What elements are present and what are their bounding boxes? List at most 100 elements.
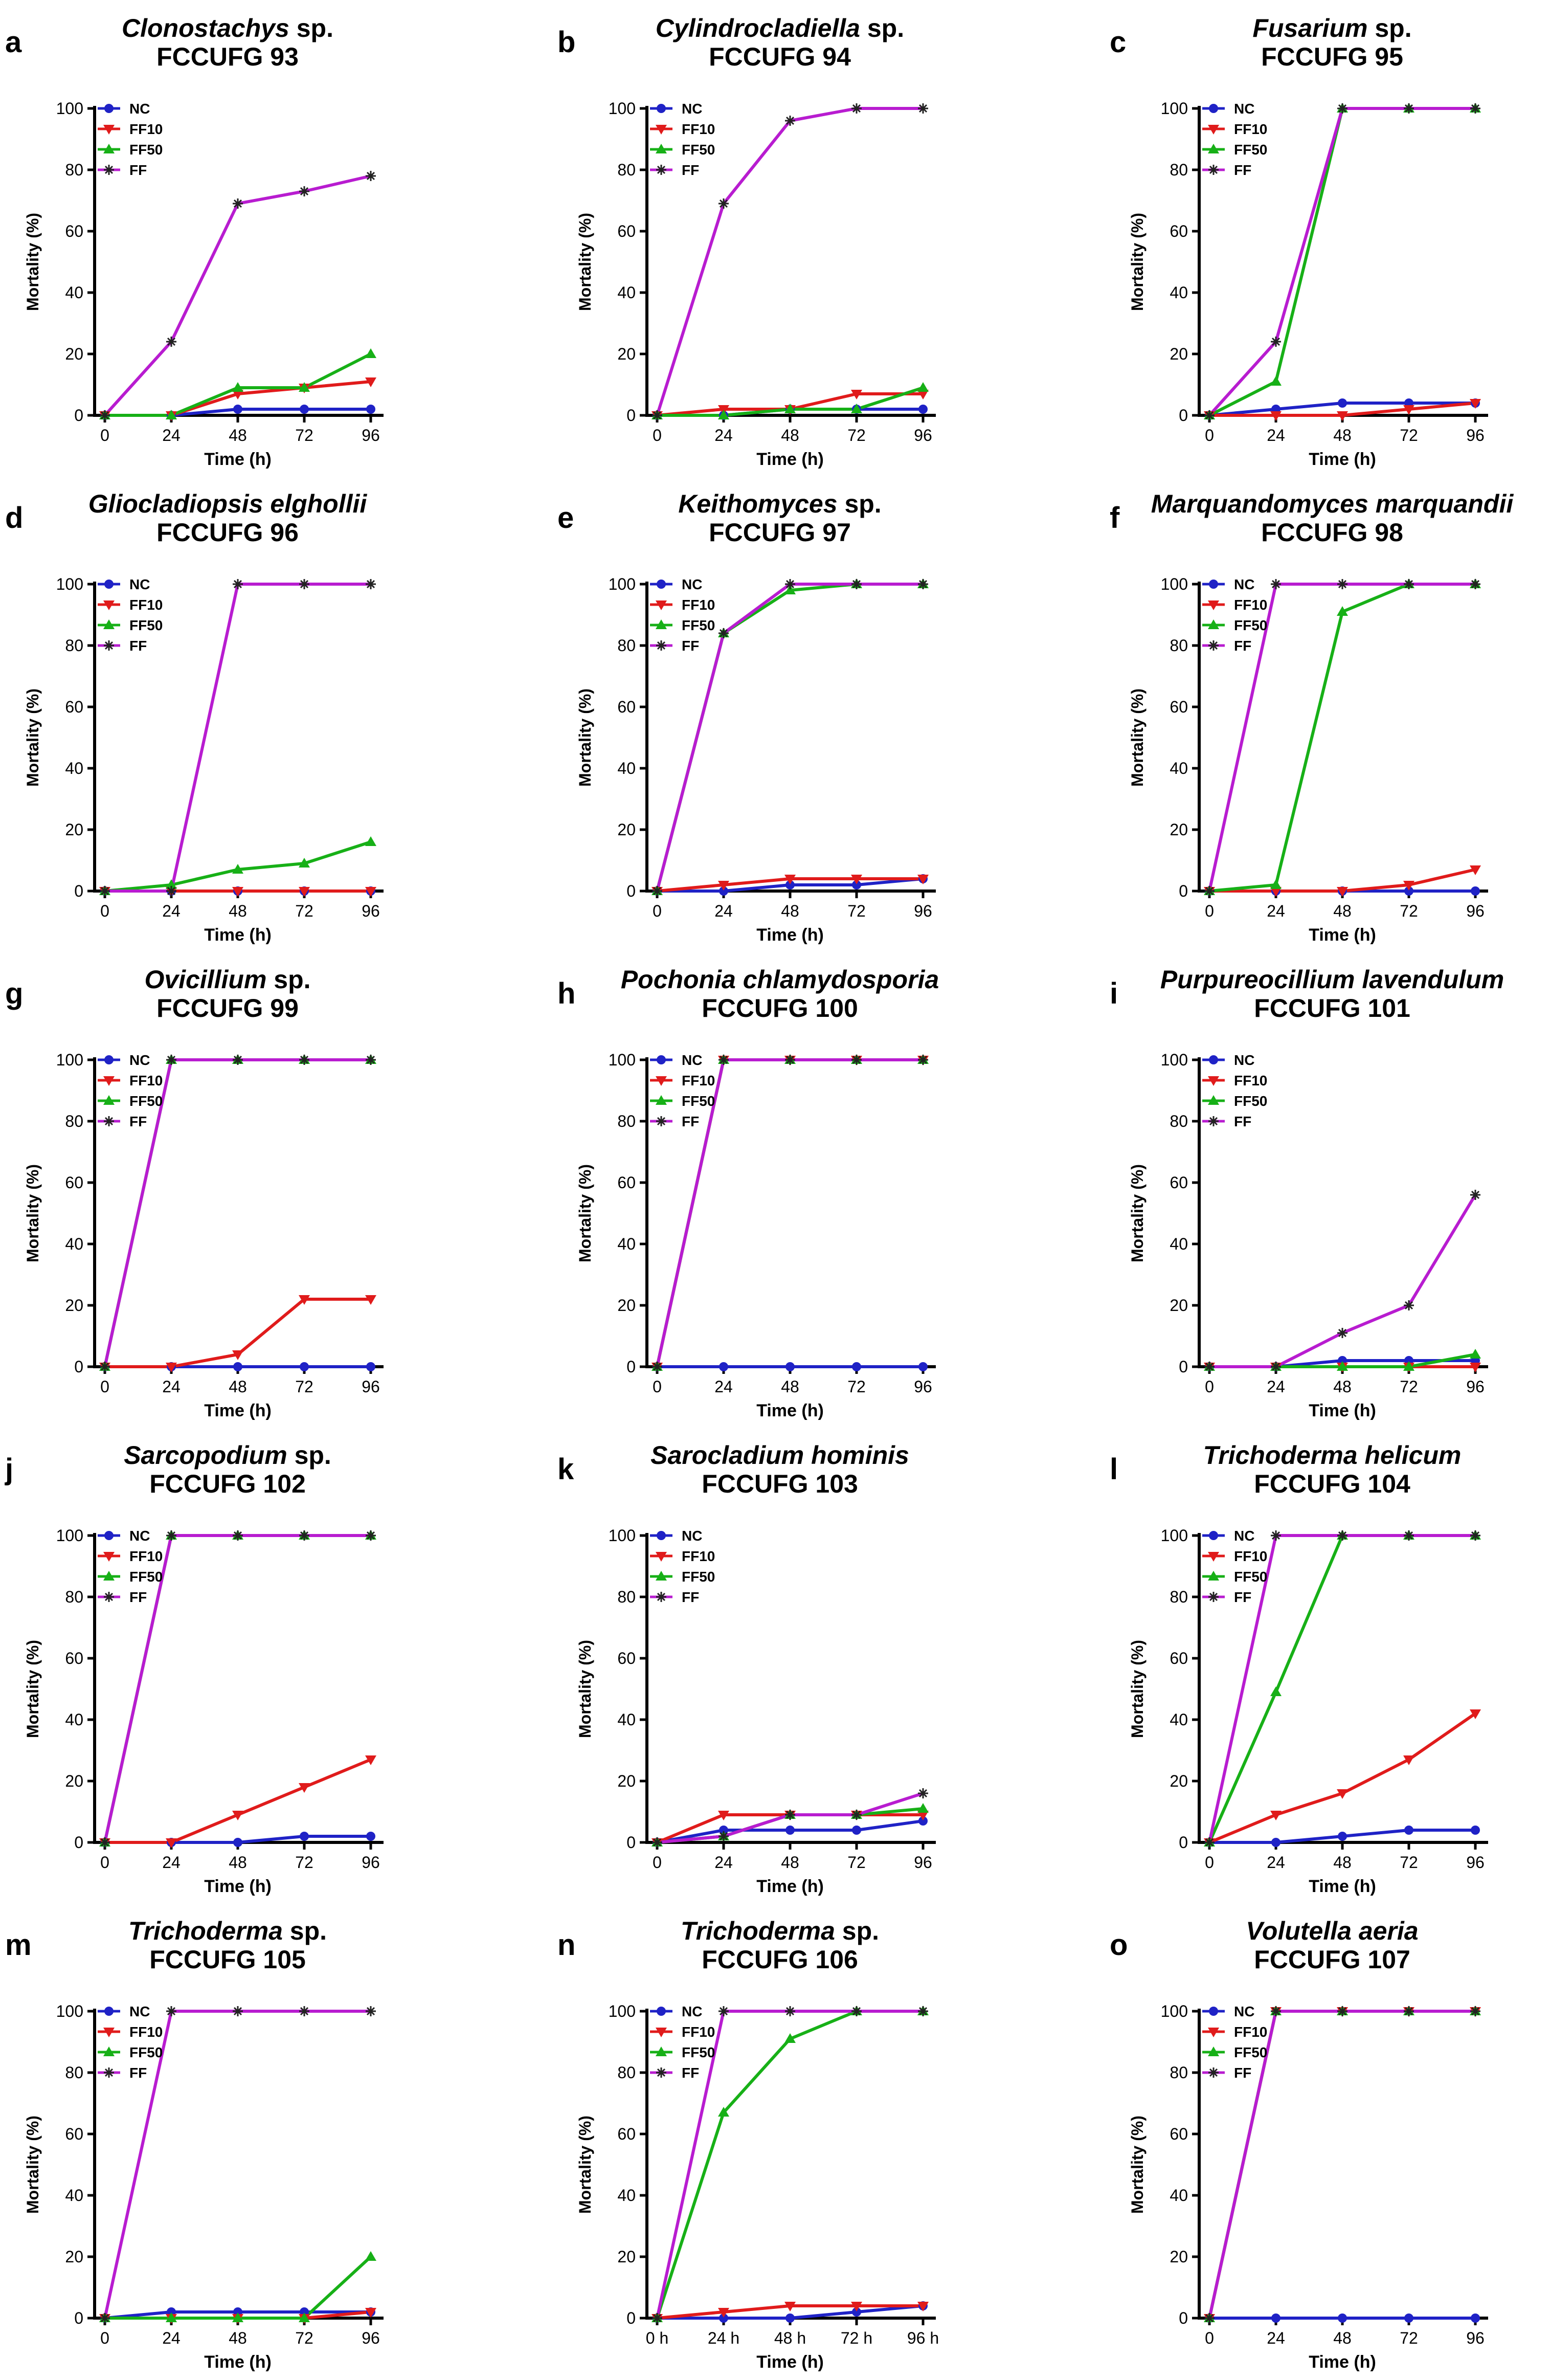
ff-marker — [299, 1055, 309, 1065]
y-tick-label: 80 — [65, 161, 83, 179]
ff-marker — [918, 103, 928, 114]
ff-marker — [233, 198, 243, 209]
ff-marker — [366, 171, 376, 181]
nc-marker — [785, 1362, 795, 1371]
x-tick-label: 0 — [1205, 1853, 1214, 1872]
ff50-marker — [1337, 1361, 1348, 1371]
x-axis-label: Time (h) — [1309, 2352, 1376, 2372]
legend-label: FF10 — [682, 2024, 715, 2040]
ff50-marker — [232, 2312, 243, 2322]
nc-marker — [719, 1362, 728, 1371]
y-tick-label: 80 — [1170, 161, 1188, 179]
ff50-marker — [166, 410, 177, 419]
y-tick-label: 60 — [617, 1649, 636, 1667]
x-tick-label: 24 — [714, 426, 733, 444]
legend: NC FF10 FF50 FF — [650, 1528, 715, 1605]
series-markers-ff — [652, 103, 928, 420]
ff-marker — [918, 1788, 928, 1798]
nc-marker — [657, 2007, 666, 2016]
y-tick-label: 20 — [617, 820, 636, 839]
ff10-marker — [299, 1783, 310, 1793]
y-tick-label: 60 — [65, 698, 83, 716]
nc-marker — [1471, 1826, 1480, 1835]
legend: NC FF10 FF50 FF — [650, 101, 715, 178]
nc-marker — [300, 1832, 309, 1841]
x-tick-label: 96 — [914, 1377, 932, 1396]
y-tick-label: 100 — [1161, 575, 1188, 593]
panel-title: Trichoderma helicum — [1203, 1441, 1462, 1470]
ff10-marker — [656, 1552, 667, 1562]
legend-label: NC — [682, 1052, 702, 1068]
ff-marker — [1271, 1530, 1281, 1541]
legend: NC FF10 FF50 FF — [1202, 576, 1267, 654]
y-tick-label: 100 — [609, 1526, 636, 1545]
ff-marker — [299, 2006, 309, 2016]
y-tick-label: 100 — [609, 2002, 636, 2020]
ff10-marker — [1208, 1552, 1219, 1562]
ff10-marker — [1470, 865, 1481, 875]
panel-a: a Clonostachys sp.FCCUFG 93 0 20 40 60 80 100 0 2… — [5, 14, 384, 469]
ff50-marker — [299, 858, 310, 868]
x-tick-label: 96 — [914, 1853, 932, 1872]
ff50-marker — [1208, 619, 1219, 629]
ff-marker — [1208, 1592, 1219, 1602]
legend-label: NC — [682, 576, 702, 592]
legend: NC FF10 FF50 FF — [650, 2004, 715, 2081]
ff10-marker — [1470, 1363, 1481, 1372]
ff10-marker — [917, 1811, 929, 1820]
y-tick-label: 20 — [1170, 2248, 1188, 2266]
y-tick-label: 20 — [65, 820, 83, 839]
x-tick-label: 48 — [781, 902, 799, 920]
ff-marker — [718, 628, 729, 638]
panel-c: c Fusarium sp.FCCUFG 95 0 20 40 60 80 100 0 24 48 7… — [1110, 14, 1488, 469]
series-markers-ff50 — [99, 2251, 376, 2322]
ff10-marker — [103, 600, 115, 610]
ff-marker — [1337, 2006, 1347, 2016]
ff10-marker — [1470, 399, 1481, 409]
legend-label: FF10 — [682, 597, 715, 613]
ff50-marker — [1208, 2047, 1219, 2056]
y-tick-label: 0 — [74, 882, 83, 900]
ff-marker — [104, 2067, 114, 2078]
y-tick-label: 60 — [617, 1173, 636, 1192]
y-axis-label: Mortality (%) — [576, 213, 594, 311]
ff-marker — [1208, 640, 1219, 651]
y-tick-label: 40 — [1170, 283, 1188, 302]
y-tick-label: 20 — [65, 2248, 83, 2266]
panel-letter: o — [1110, 1928, 1128, 1962]
x-tick-label: 96 — [1466, 426, 1485, 444]
panel-letter: n — [557, 1928, 575, 1962]
ff50-marker — [1270, 1686, 1282, 1696]
ff10-marker — [166, 1363, 177, 1372]
nc-marker — [104, 1055, 114, 1064]
ff-marker — [233, 579, 243, 589]
y-axis-label: Mortality (%) — [1128, 213, 1147, 311]
ff-marker — [851, 103, 862, 114]
series-markers-ff — [652, 1788, 928, 1848]
legend-label: NC — [129, 2004, 150, 2019]
legend: NC FF10 FF50 FF — [98, 1528, 163, 1605]
x-tick-label: 72 — [295, 1853, 313, 1872]
legend-label: FF50 — [1234, 1569, 1267, 1585]
y-tick-label: 20 — [65, 1772, 83, 1790]
legend-label: FF10 — [129, 1073, 163, 1088]
y-tick-label: 40 — [617, 759, 636, 777]
x-tick-label: 72 — [1400, 1853, 1418, 1872]
legend-label: FF10 — [1234, 1548, 1267, 1564]
nc-marker — [852, 880, 861, 889]
ff-marker — [1470, 2006, 1480, 2016]
ff50-marker — [103, 1095, 115, 1105]
y-tick-label: 40 — [1170, 759, 1188, 777]
ff50-marker — [1337, 606, 1348, 616]
legend: NC FF10 FF50 FF — [98, 2004, 163, 2081]
ff-marker — [100, 410, 110, 420]
nc-marker — [1209, 580, 1218, 589]
legend-label: FF — [682, 1114, 699, 1129]
ff10-marker — [917, 390, 929, 399]
y-tick-label: 0 — [74, 1833, 83, 1852]
ff10-marker — [365, 887, 376, 897]
ff50-marker — [103, 144, 115, 153]
ff-marker — [652, 886, 662, 896]
